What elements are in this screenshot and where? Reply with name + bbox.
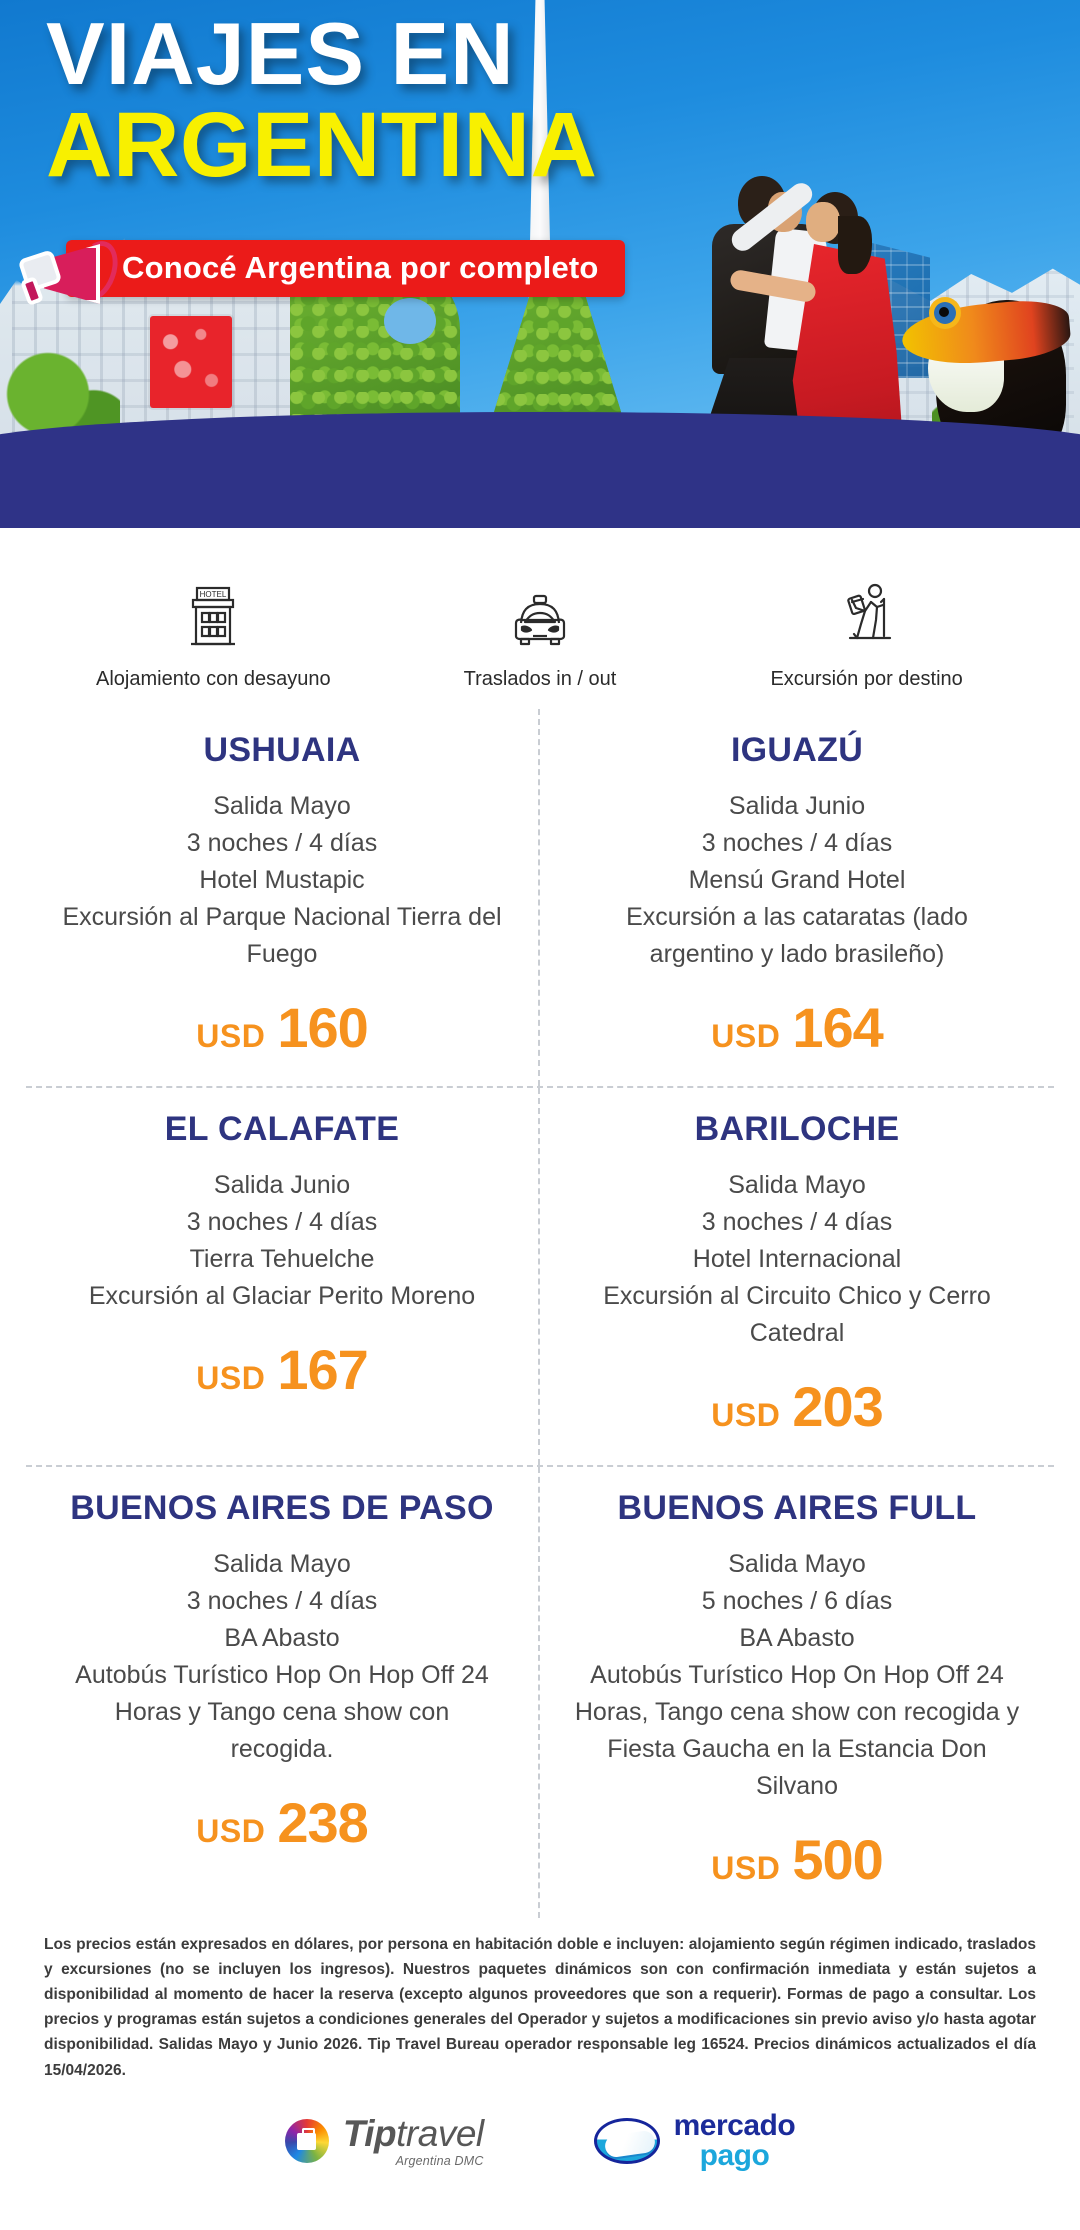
suitcase-icon bbox=[284, 2119, 329, 2164]
package-line: Salida Mayo bbox=[213, 1550, 351, 1578]
packages-row: BUENOS AIRES DE PASO Salida Mayo 3 noche… bbox=[26, 1465, 1054, 1918]
billboard bbox=[150, 316, 232, 408]
package-price: USD 160 bbox=[60, 995, 504, 1060]
package-line: Excursión al Glaciar Perito Moreno bbox=[88, 1282, 476, 1310]
price-currency: USD bbox=[196, 1360, 266, 1396]
package-line: Hotel Mustapic bbox=[199, 866, 365, 894]
package-card-buenos-aires-full[interactable]: BUENOS AIRES FULL Salida Mayo 5 noches /… bbox=[540, 1467, 1054, 1918]
packages-row: USHUAIA Salida Mayo 3 noches / 4 días Ho… bbox=[26, 709, 1054, 1086]
feature-label: Excursión por destino bbox=[770, 668, 963, 690]
package-line: 3 noches / 4 días bbox=[186, 1587, 378, 1615]
package-line: 3 noches / 4 días bbox=[701, 1208, 893, 1236]
package-line: Salida Mayo bbox=[728, 1171, 866, 1199]
feature-label: Traslados in / out bbox=[463, 668, 617, 690]
hero-banner: VIAJES EN ARGENTINA Conocé Argentina por… bbox=[0, 0, 1080, 528]
packages-grid: USHUAIA Salida Mayo 3 noches / 4 días Ho… bbox=[0, 691, 1080, 1918]
feature-excursion: Excursión por destino bbox=[717, 574, 1017, 691]
package-title: IGUAZÚ bbox=[730, 731, 864, 769]
tiptravel-name-bold: Tip bbox=[342, 2112, 397, 2154]
package-title: BUENOS AIRES FULL bbox=[617, 1489, 977, 1527]
price-value: 167 bbox=[277, 1338, 368, 1401]
package-line: BA Abasto bbox=[224, 1624, 340, 1652]
price-value: 238 bbox=[277, 1791, 368, 1854]
package-title: BARILOCHE bbox=[694, 1110, 900, 1148]
megaphone-icon bbox=[17, 234, 126, 310]
package-line: Salida Junio bbox=[213, 1171, 351, 1199]
feature-accommodation: HOTEL Alojamiento con desayuno bbox=[63, 574, 363, 691]
package-title: BUENOS AIRES DE PASO bbox=[70, 1489, 494, 1527]
package-title: EL CALAFATE bbox=[164, 1110, 400, 1148]
package-line: 3 noches / 4 días bbox=[186, 829, 378, 857]
package-card-buenos-aires-de-paso[interactable]: BUENOS AIRES DE PASO Salida Mayo 3 noche… bbox=[26, 1467, 540, 1918]
mercadopago-line2: pago bbox=[699, 2139, 770, 2173]
tiptravel-logo[interactable]: Tiptravel Argentina DMC bbox=[284, 2113, 484, 2168]
package-details: Salida Mayo 3 noches / 4 días Hotel Must… bbox=[60, 788, 504, 973]
mercadopago-wordmark: mercado pago bbox=[673, 2108, 796, 2173]
package-line: Excursión al Parque Nacional Tierra del … bbox=[62, 903, 502, 968]
package-line: Hotel Internacional bbox=[692, 1245, 902, 1273]
package-card-iguazu[interactable]: IGUAZÚ Salida Junio 3 noches / 4 días Me… bbox=[540, 709, 1054, 1086]
tiptravel-tagline: Argentina DMC bbox=[395, 2153, 484, 2168]
hero-title-line1: VIAJES EN bbox=[46, 4, 515, 103]
hero-title: VIAJES EN ARGENTINA bbox=[46, 4, 598, 197]
package-line: 3 noches / 4 días bbox=[186, 1208, 378, 1236]
wave-divider bbox=[0, 412, 1080, 528]
hotel-icon: HOTEL bbox=[63, 574, 363, 652]
package-line: Autobús Turístico Hop On Hop Off 24 Hora… bbox=[574, 1661, 1020, 1800]
package-line: Excursión al Circuito Chico y Cerro Cate… bbox=[603, 1282, 991, 1347]
tiptravel-name-rest: travel bbox=[396, 2112, 484, 2154]
package-price: USD 203 bbox=[574, 1374, 1020, 1439]
package-card-el-calafate[interactable]: EL CALAFATE Salida Junio 3 noches / 4 dí… bbox=[26, 1088, 540, 1465]
package-line: BA Abasto bbox=[739, 1624, 855, 1652]
footer-logos: Tiptravel Argentina DMC mercado pago bbox=[0, 2083, 1080, 2194]
terms-and-conditions: Los precios están expresados en dólares,… bbox=[44, 1936, 1036, 2079]
hero-ribbon: Conocé Argentina por completo bbox=[17, 235, 625, 307]
package-card-bariloche[interactable]: BARILOCHE Salida Mayo 3 noches / 4 días … bbox=[540, 1088, 1054, 1465]
price-currency: USD bbox=[196, 1813, 266, 1849]
package-title: USHUAIA bbox=[203, 731, 361, 769]
feature-label: Alojamiento con desayuno bbox=[96, 668, 331, 690]
package-line: Salida Junio bbox=[728, 792, 866, 820]
package-line: Autobús Turístico Hop On Hop Off 24 Hora… bbox=[75, 1661, 489, 1763]
packages-row: EL CALAFATE Salida Junio 3 noches / 4 dí… bbox=[26, 1086, 1054, 1465]
package-line: Tierra Tehuelche bbox=[189, 1245, 375, 1273]
feature-transfers: Traslados in / out bbox=[390, 574, 690, 691]
svg-text:HOTEL: HOTEL bbox=[200, 590, 227, 599]
package-line: Excursión a las cataratas (lado argentin… bbox=[626, 903, 968, 968]
mercadopago-line1: mercado bbox=[673, 2108, 796, 2142]
price-currency: USD bbox=[196, 1018, 266, 1054]
price-value: 164 bbox=[792, 996, 883, 1059]
package-line: 5 noches / 6 días bbox=[701, 1587, 893, 1615]
tiptravel-wordmark: Tiptravel bbox=[343, 2113, 484, 2154]
mercadopago-logo[interactable]: mercado pago bbox=[593, 2108, 796, 2173]
hero-title-line2: ARGENTINA bbox=[46, 94, 598, 197]
price-value: 500 bbox=[792, 1828, 883, 1891]
package-details: Salida Mayo 5 noches / 6 días BA Abasto … bbox=[574, 1546, 1020, 1805]
package-details: Salida Junio 3 noches / 4 días Tierra Te… bbox=[60, 1167, 504, 1315]
price-currency: USD bbox=[711, 1397, 781, 1433]
package-price: USD 238 bbox=[60, 1790, 504, 1855]
package-line: Salida Mayo bbox=[213, 792, 351, 820]
price-value: 203 bbox=[792, 1375, 883, 1438]
package-details: Salida Mayo 3 noches / 4 días Hotel Inte… bbox=[574, 1167, 1020, 1352]
package-line: 3 noches / 4 días bbox=[701, 829, 893, 857]
hiker-icon bbox=[717, 574, 1017, 652]
price-value: 160 bbox=[277, 996, 368, 1059]
package-card-ushuaia[interactable]: USHUAIA Salida Mayo 3 noches / 4 días Ho… bbox=[26, 709, 540, 1086]
package-price: USD 164 bbox=[574, 995, 1020, 1060]
car-icon bbox=[390, 574, 690, 652]
package-price: USD 500 bbox=[574, 1827, 1020, 1892]
hero-ribbon-text: Conocé Argentina por completo bbox=[122, 250, 599, 285]
package-details: Salida Junio 3 noches / 4 días Mensú Gra… bbox=[574, 788, 1020, 973]
package-line: Mensú Grand Hotel bbox=[688, 866, 906, 894]
handshake-icon bbox=[593, 2118, 660, 2165]
price-currency: USD bbox=[711, 1018, 781, 1054]
features-row: HOTEL Alojamiento con desayuno bbox=[0, 528, 1080, 691]
package-price: USD 167 bbox=[60, 1337, 504, 1402]
package-details: Salida Mayo 3 noches / 4 días BA Abasto … bbox=[60, 1546, 504, 1768]
package-line: Salida Mayo bbox=[728, 1550, 866, 1578]
price-currency: USD bbox=[711, 1850, 781, 1886]
